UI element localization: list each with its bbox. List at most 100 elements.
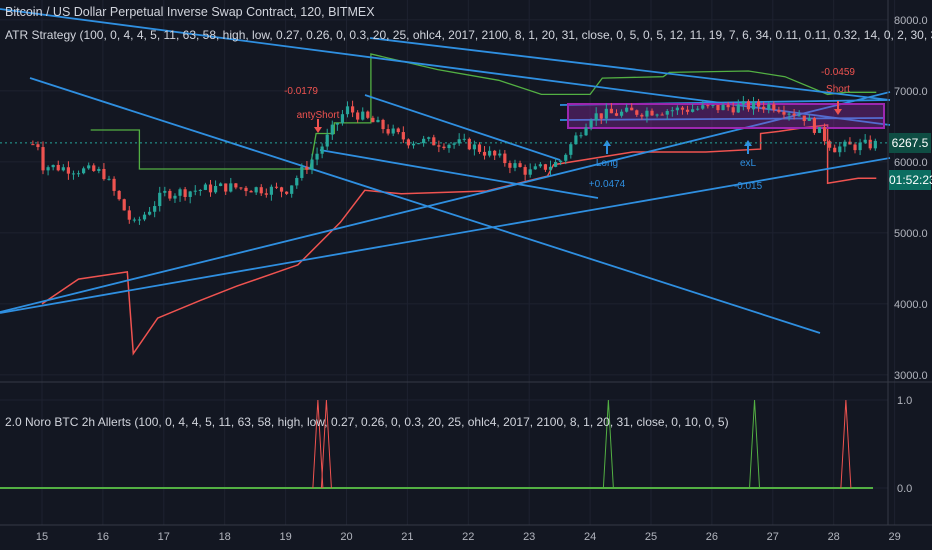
candle-body — [320, 146, 324, 154]
candle-body — [482, 151, 487, 156]
time-axis-label: 23 — [523, 531, 535, 543]
lower-axis-label: 1.0 — [897, 395, 912, 407]
candle-body — [604, 108, 608, 119]
candle-body — [736, 104, 740, 113]
candle-body — [285, 191, 289, 194]
alert-spike — [312, 399, 324, 489]
candle-body — [102, 168, 106, 180]
candle-body — [569, 144, 573, 155]
main-indicator-label[interactable]: ATR Strategy (100, 0, 4, 4, 5, 11, 63, 5… — [5, 28, 932, 42]
trend-line — [29, 77, 821, 334]
candle-body — [340, 114, 345, 124]
candle-body — [543, 164, 548, 170]
candle-body — [848, 141, 852, 145]
candle-body — [361, 111, 365, 120]
candle-body — [467, 138, 471, 150]
candle-body — [330, 124, 334, 135]
candle-body — [442, 146, 446, 149]
candle-body — [472, 144, 476, 150]
candle-body — [92, 165, 96, 171]
candle-body — [356, 112, 360, 120]
candle-body — [61, 167, 65, 171]
price-axis-label: 7000.0 — [894, 86, 928, 98]
alert-spike — [320, 399, 332, 489]
trend-line — [559, 117, 885, 121]
trend-line — [0, 8, 891, 126]
candle-body — [295, 177, 299, 186]
candle-body — [391, 128, 395, 134]
candle-body — [670, 110, 674, 112]
time-axis-label: 16 — [97, 531, 109, 543]
candle-body — [559, 160, 563, 163]
candle-body — [87, 165, 91, 169]
grid — [0, 0, 896, 525]
candle-body — [817, 127, 822, 133]
candle-body — [290, 185, 294, 194]
candle-body — [56, 164, 60, 171]
range-box[interactable] — [567, 103, 885, 129]
time-axis-label: 25 — [645, 531, 657, 543]
candle-body — [833, 147, 837, 153]
trend-line — [369, 37, 891, 101]
trade-annotation: -0.0179 — [284, 86, 318, 97]
candle-body — [503, 153, 507, 164]
candle-body — [345, 106, 350, 115]
time-axis-label: 20 — [340, 531, 352, 543]
candle-body — [305, 166, 309, 170]
candle-body — [523, 167, 527, 175]
candle-body — [274, 186, 279, 188]
candle-body — [493, 150, 497, 156]
candle-body — [239, 187, 243, 189]
candle-body — [422, 138, 426, 144]
candle-body — [477, 144, 482, 152]
candle-body — [533, 166, 537, 170]
candle-body — [168, 190, 172, 199]
candle-body — [427, 137, 431, 139]
candle-body — [756, 101, 761, 107]
lower-indicator-label[interactable]: 2.0 Noro BTC 2h Allerts (100, 0, 4, 4, 5… — [5, 415, 729, 429]
candle-body — [229, 183, 233, 192]
candle-body — [751, 101, 756, 110]
candle-body — [396, 128, 400, 133]
trade-arrow-icon — [744, 140, 752, 146]
candle-body — [792, 113, 796, 116]
candle-body — [173, 195, 177, 199]
time-axis-label: 17 — [158, 531, 170, 543]
trade-arrow-icon — [834, 109, 842, 115]
candle-body — [371, 117, 375, 123]
candle-body — [858, 142, 862, 151]
candle-body — [528, 169, 532, 175]
candle-body — [640, 114, 644, 117]
candle-body — [132, 219, 136, 221]
candle-body — [721, 104, 725, 111]
candle-body — [711, 104, 715, 106]
candle-body — [843, 141, 847, 147]
candle-body — [137, 219, 142, 221]
candle-body — [609, 108, 614, 114]
candles — [31, 96, 877, 225]
trade-markers: -0.0179 antyShort Long +0.0474 exL -0.015 -0.0… — [0, 67, 888, 192]
candle-body — [234, 183, 238, 188]
time-axis-label: 29 — [888, 531, 900, 543]
time-axis-label: 15 — [36, 531, 48, 543]
candle-body — [117, 190, 121, 200]
candle-body — [691, 109, 695, 112]
candle-body — [76, 173, 81, 175]
candle-body — [66, 167, 70, 174]
time-axis-label: 24 — [584, 531, 596, 543]
candle-body — [518, 163, 522, 168]
price-axis-label: 5000.0 — [894, 228, 928, 240]
candle-body — [325, 134, 329, 147]
candle-body — [147, 211, 152, 215]
candle-body — [680, 107, 685, 110]
candle-body — [406, 139, 411, 146]
candle-body — [452, 143, 456, 145]
candle-body — [655, 114, 659, 116]
trade-arrow-icon — [314, 127, 322, 133]
candle-body — [696, 108, 700, 110]
candle-body — [203, 184, 208, 190]
candle-body — [51, 164, 55, 168]
candle-body — [746, 101, 751, 110]
